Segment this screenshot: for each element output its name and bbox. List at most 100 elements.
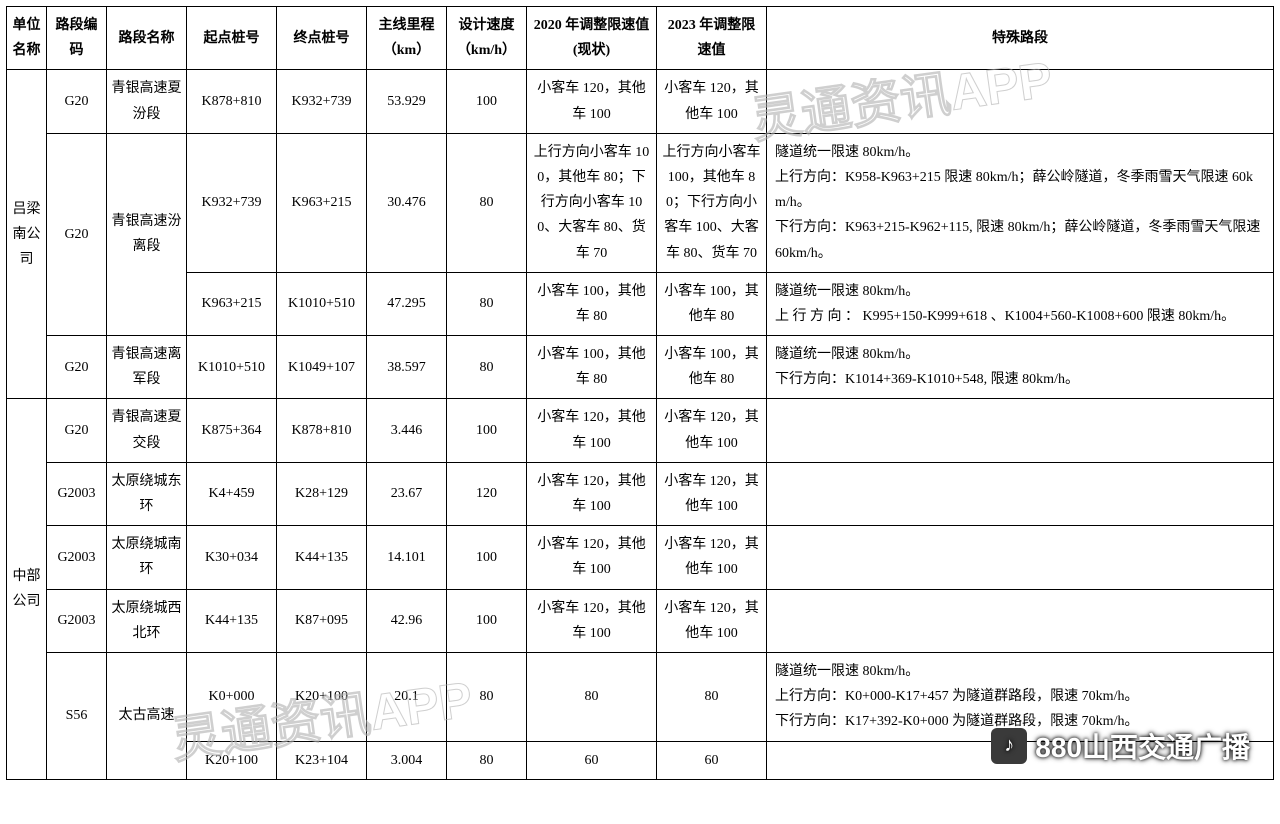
cell-l2023: 60 — [657, 741, 767, 779]
cell-special — [767, 70, 1274, 133]
cell-special — [767, 462, 1274, 525]
table-row: 吕梁南公司G20青银高速夏汾段K878+810K932+73953.929100… — [7, 70, 1274, 133]
cell-start: K20+100 — [187, 741, 277, 779]
cell-special — [767, 399, 1274, 462]
cell-l2020: 小客车 120，其他车 100 — [527, 589, 657, 652]
cell-km: 23.67 — [367, 462, 447, 525]
cell-end: K1010+510 — [277, 272, 367, 335]
col-header-end: 终点桩号 — [277, 7, 367, 70]
cell-start: K44+135 — [187, 589, 277, 652]
cell-speed: 120 — [447, 462, 527, 525]
col-header-l2020: 2020 年调整限速值(现状) — [527, 7, 657, 70]
cell-start: K878+810 — [187, 70, 277, 133]
cell-end: K932+739 — [277, 70, 367, 133]
col-header-name: 路段名称 — [107, 7, 187, 70]
cell-code: G2003 — [47, 589, 107, 652]
cell-code: G2003 — [47, 526, 107, 589]
cell-name: 青银高速离军段 — [107, 336, 187, 399]
cell-name: 太原绕城西北环 — [107, 589, 187, 652]
cell-l2020: 小客车 120，其他车 100 — [527, 526, 657, 589]
cell-end: K23+104 — [277, 741, 367, 779]
col-header-unit: 单位名称 — [7, 7, 47, 70]
cell-code: G20 — [47, 336, 107, 399]
cell-code: S56 — [47, 652, 107, 779]
cell-km: 3.004 — [367, 741, 447, 779]
cell-speed: 80 — [447, 272, 527, 335]
cell-speed: 100 — [447, 589, 527, 652]
cell-special: 隧道统一限速 80km/h。下行方向：K1014+369-K1010+548, … — [767, 336, 1274, 399]
cell-unit: 吕梁南公司 — [7, 70, 47, 399]
cell-l2020: 上行方向小客车 100，其他车 80；下行方向小客车 100、大客车 80、货车… — [527, 133, 657, 272]
cell-name: 太原绕城南环 — [107, 526, 187, 589]
table-row: G2003太原绕城西北环K44+135K87+09542.96100小客车 12… — [7, 589, 1274, 652]
col-header-speed: 设计速度（km/h） — [447, 7, 527, 70]
cell-km: 3.446 — [367, 399, 447, 462]
cell-km: 14.101 — [367, 526, 447, 589]
cell-km: 20.1 — [367, 652, 447, 741]
cell-speed: 100 — [447, 399, 527, 462]
table-row: G2003太原绕城南环K30+034K44+13514.101100小客车 12… — [7, 526, 1274, 589]
wechat-icon: ♪ — [991, 728, 1027, 764]
cell-special: 隧道统一限速 80km/h。上 行 方 向 ： K995+150-K999+61… — [767, 272, 1274, 335]
cell-name: 太古高速 — [107, 652, 187, 779]
cell-special — [767, 526, 1274, 589]
cell-end: K878+810 — [277, 399, 367, 462]
cell-name: 青银高速汾离段 — [107, 133, 187, 335]
cell-start: K875+364 — [187, 399, 277, 462]
cell-l2023: 小客车 120，其他车 100 — [657, 589, 767, 652]
cell-name: 太原绕城东环 — [107, 462, 187, 525]
cell-speed: 80 — [447, 652, 527, 741]
cell-start: K0+000 — [187, 652, 277, 741]
col-header-start: 起点桩号 — [187, 7, 277, 70]
cell-speed: 100 — [447, 70, 527, 133]
cell-l2023: 80 — [657, 652, 767, 741]
cell-l2020: 小客车 120，其他车 100 — [527, 399, 657, 462]
cell-km: 47.295 — [367, 272, 447, 335]
cell-km: 38.597 — [367, 336, 447, 399]
cell-start: K30+034 — [187, 526, 277, 589]
cell-l2023: 小客车 120，其他车 100 — [657, 399, 767, 462]
cell-l2023: 小客车 120，其他车 100 — [657, 526, 767, 589]
cell-special: 隧道统一限速 80km/h。上行方向：K958-K963+215 限速 80km… — [767, 133, 1274, 272]
cell-km: 53.929 — [367, 70, 447, 133]
cell-speed: 80 — [447, 336, 527, 399]
cell-end: K20+100 — [277, 652, 367, 741]
cell-speed: 100 — [447, 526, 527, 589]
cell-l2023: 上行方向小客车 100，其他车 80；下行方向小客车 100、大客车 80、货车… — [657, 133, 767, 272]
cell-code: G20 — [47, 399, 107, 462]
cell-l2023: 小客车 100，其他车 80 — [657, 272, 767, 335]
cell-unit: 中部公司 — [7, 399, 47, 779]
cell-end: K87+095 — [277, 589, 367, 652]
cell-l2020: 小客车 100，其他车 80 — [527, 336, 657, 399]
speed-limit-table: 单位名称路段编码路段名称起点桩号终点桩号主线里程（km）设计速度（km/h）20… — [6, 6, 1274, 780]
cell-code: G20 — [47, 70, 107, 133]
cell-code: G20 — [47, 133, 107, 335]
cell-end: K1049+107 — [277, 336, 367, 399]
table-row: G2003太原绕城东环K4+459K28+12923.67120小客车 120，… — [7, 462, 1274, 525]
source-badge-text: 880山西交通广播 — [1035, 726, 1250, 766]
cell-start: K1010+510 — [187, 336, 277, 399]
cell-end: K44+135 — [277, 526, 367, 589]
cell-l2020: 小客车 100，其他车 80 — [527, 272, 657, 335]
cell-end: K963+215 — [277, 133, 367, 272]
source-badge: ♪ 880山西交通广播 — [991, 726, 1250, 766]
table-row: 中部公司G20青银高速夏交段K875+364K878+8103.446100小客… — [7, 399, 1274, 462]
table-row: G20青银高速离军段K1010+510K1049+10738.59780小客车 … — [7, 336, 1274, 399]
col-header-km: 主线里程（km） — [367, 7, 447, 70]
cell-km: 42.96 — [367, 589, 447, 652]
cell-l2023: 小客车 120，其他车 100 — [657, 70, 767, 133]
cell-end: K28+129 — [277, 462, 367, 525]
cell-l2020: 小客车 120，其他车 100 — [527, 70, 657, 133]
cell-l2020: 60 — [527, 741, 657, 779]
col-header-code: 路段编码 — [47, 7, 107, 70]
table-header-row: 单位名称路段编码路段名称起点桩号终点桩号主线里程（km）设计速度（km/h）20… — [7, 7, 1274, 70]
cell-start: K932+739 — [187, 133, 277, 272]
cell-start: K4+459 — [187, 462, 277, 525]
cell-l2020: 80 — [527, 652, 657, 741]
cell-speed: 80 — [447, 133, 527, 272]
table-row: G20青银高速汾离段K932+739K963+21530.47680上行方向小客… — [7, 133, 1274, 272]
cell-l2020: 小客车 120，其他车 100 — [527, 462, 657, 525]
cell-start: K963+215 — [187, 272, 277, 335]
col-header-special: 特殊路段 — [767, 7, 1274, 70]
cell-name: 青银高速夏交段 — [107, 399, 187, 462]
